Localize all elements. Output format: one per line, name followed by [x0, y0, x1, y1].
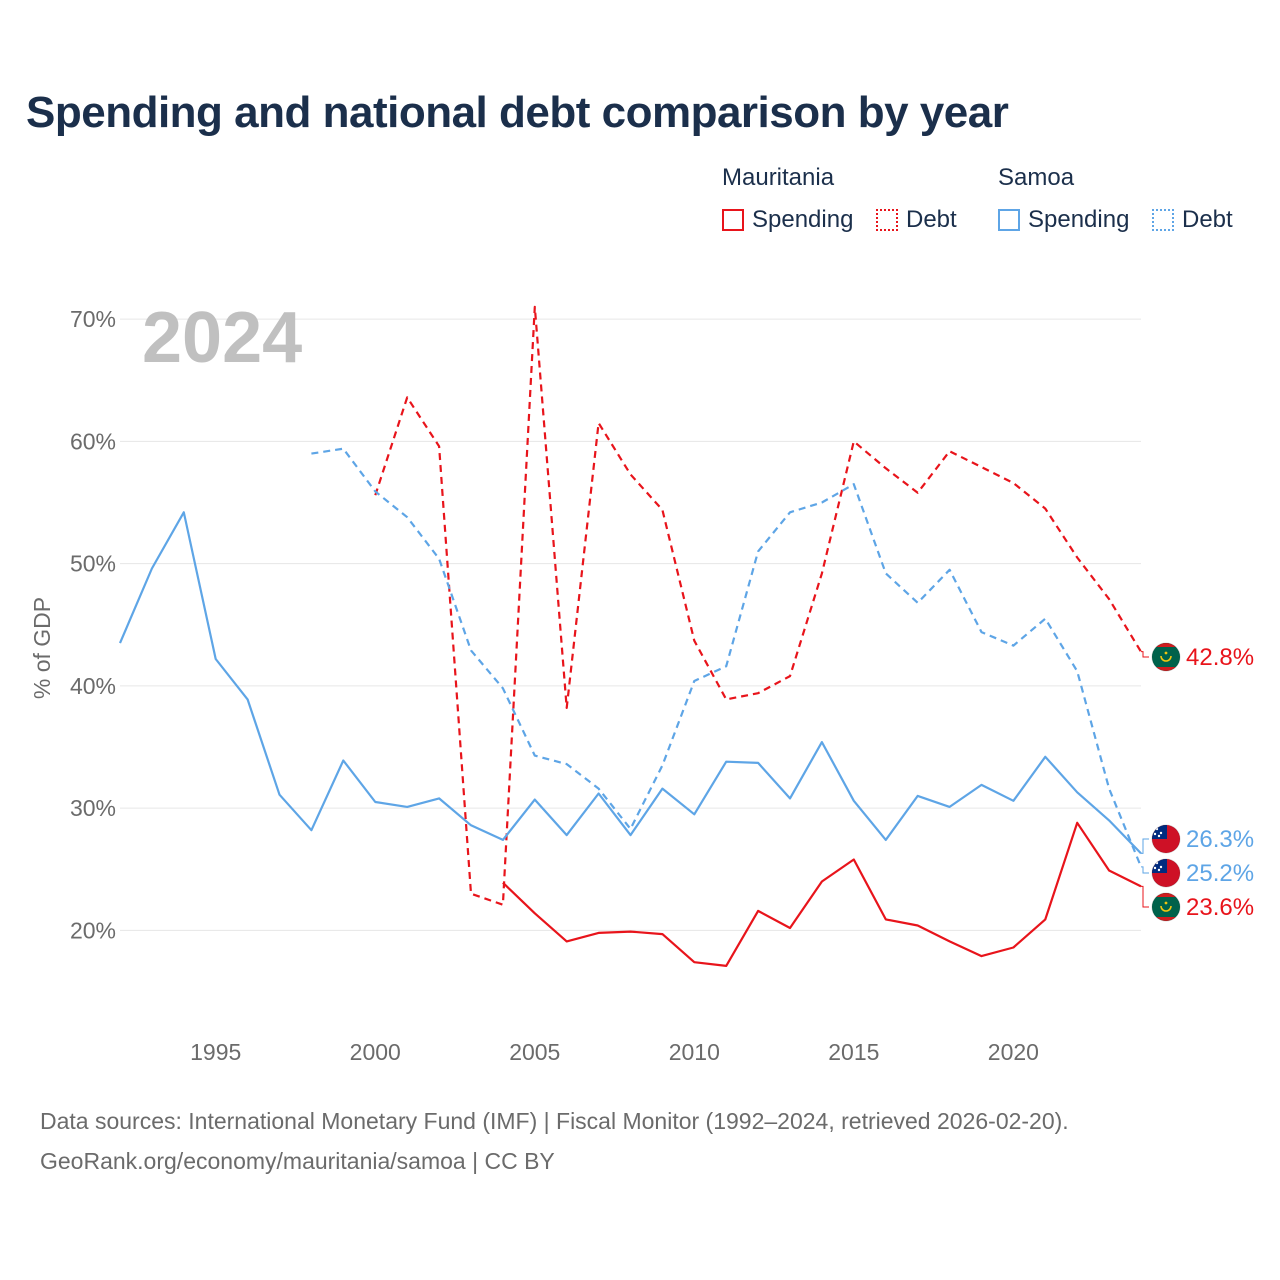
star-icon: [1164, 901, 1168, 905]
legend-samoa-debt[interactable]: Debt: [1152, 206, 1233, 234]
legend-samoa-spending[interactable]: Spending: [998, 206, 1129, 234]
y-tick-label: 20%: [70, 917, 116, 943]
flag-stripe-top: [1152, 893, 1180, 897]
legend-label: Spending: [752, 206, 854, 233]
series-line-samoa-spending: [118, 511, 1142, 855]
legend-swatch-solid-blue: [998, 209, 1020, 231]
flag-ring: [1151, 642, 1181, 672]
end-label-connector: [1141, 885, 1149, 908]
mauritania-flag-icon: [1152, 643, 1180, 671]
legend-swatch-dotted-blue: [1152, 209, 1174, 231]
x-tick-label: 1995: [190, 1039, 241, 1065]
crescent-icon: [1160, 905, 1172, 912]
year-watermark: 2024: [142, 298, 302, 378]
y-axis-label: % of GDP: [29, 597, 55, 699]
y-tick-label: 40%: [70, 673, 116, 699]
flag-field: [1152, 643, 1180, 671]
star-icon: [1159, 831, 1163, 835]
x-tick-label: 2015: [828, 1039, 879, 1065]
mauritania-flag-icon: [1152, 893, 1180, 921]
legend-group-samoa: Samoa: [998, 164, 1075, 191]
star-icon: [1153, 866, 1157, 870]
attribution-line: GeoRank.org/economy/mauritania/samoa | C…: [40, 1148, 555, 1174]
y-tick-label: 30%: [70, 795, 116, 821]
legend-group-mauritania: Mauritania: [722, 164, 835, 191]
end-label-connector: [1141, 651, 1149, 658]
source-line: Data sources: International Monetary Fun…: [40, 1108, 1069, 1134]
end-value-label: 26.3%: [1186, 826, 1254, 853]
y-tick-label: 50%: [70, 551, 116, 577]
legend-label: Debt: [1182, 206, 1233, 233]
y-tick-label: 70%: [70, 306, 116, 332]
series-line-samoa-debt: [311, 447, 1143, 868]
legend-swatch-dotted-red: [876, 209, 898, 231]
series-line-mauritania-debt: [374, 305, 1142, 906]
x-tick-label: 2005: [509, 1039, 560, 1065]
samoa-flag-icon: [1152, 859, 1180, 887]
legend-label: Debt: [906, 206, 957, 233]
legend-mauritania-debt[interactable]: Debt: [876, 206, 957, 234]
legend-label: Spending: [1028, 206, 1130, 233]
y-tick-label: 60%: [70, 428, 116, 454]
samoa-flag-icon: [1152, 825, 1180, 853]
x-tick-label: 2000: [350, 1039, 401, 1065]
x-tick-label: 2010: [669, 1039, 720, 1065]
star-icon: [1157, 868, 1161, 872]
legend-mauritania-spending[interactable]: Spending: [722, 206, 853, 234]
legend-swatch-solid-red: [722, 209, 744, 231]
flag-ring: [1151, 892, 1181, 922]
flag-ring: [1151, 824, 1181, 854]
crescent-icon: [1160, 655, 1172, 662]
end-value-label: 42.8%: [1186, 644, 1254, 671]
star-icon: [1157, 834, 1161, 838]
flag-ring: [1151, 858, 1181, 888]
flag-stripe-top: [1152, 643, 1180, 647]
end-label-connector: [1141, 838, 1149, 854]
series-line-mauritania-spending: [502, 821, 1142, 968]
star-icon: [1164, 651, 1168, 655]
flag-stripe-bottom: [1152, 917, 1180, 921]
star-icon: [1159, 865, 1163, 869]
flag-stripe-bottom: [1152, 667, 1180, 671]
end-value-label: 25.2%: [1186, 860, 1254, 887]
x-tick-label: 2020: [988, 1039, 1039, 1065]
flag-field: [1152, 893, 1180, 921]
end-label-connector: [1141, 866, 1149, 874]
chart-title: Spending and national debt comparison by…: [26, 88, 1009, 137]
end-value-label: 23.6%: [1186, 894, 1254, 921]
star-icon: [1153, 832, 1157, 836]
